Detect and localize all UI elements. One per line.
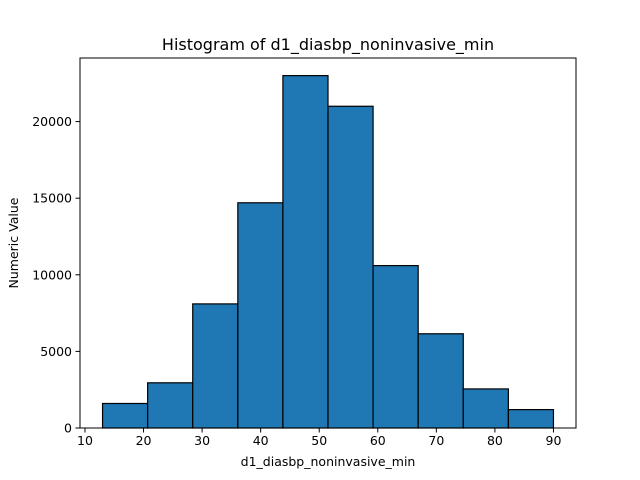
chart-title: Histogram of d1_diasbp_noninvasive_min: [162, 35, 494, 55]
bars-group: [101, 75, 555, 429]
x-axis-ticks: 10 20 30 40 50 60 70 80 90: [77, 428, 561, 448]
histogram-bar-9: [462, 388, 509, 429]
histogram-bar-2: [147, 382, 194, 429]
histogram-bar-8: [417, 333, 464, 429]
x-axis-label: d1_diasbp_noninvasive_min: [241, 454, 416, 469]
y-tick-label: 5000: [40, 344, 72, 359]
x-tick-label: 60: [370, 433, 386, 448]
histogram-bar-6: [327, 105, 374, 429]
y-axis-label: Numeric Value: [6, 197, 21, 288]
y-tick-label: 20000: [32, 114, 72, 129]
plot-frame: [79, 57, 577, 429]
histogram-bar-10: [507, 409, 555, 429]
x-tick-label: 90: [546, 433, 562, 448]
y-tick-label: 15000: [32, 191, 72, 206]
histogram-bar-3: [192, 303, 239, 429]
histogram-bar-7: [372, 264, 419, 429]
x-tick-label: 40: [253, 433, 269, 448]
x-tick-label: 80: [487, 433, 503, 448]
x-tick-label: 30: [194, 433, 210, 448]
x-tick-label: 50: [311, 433, 327, 448]
x-tick-label: 70: [428, 433, 444, 448]
y-tick-label: 10000: [32, 267, 72, 282]
histogram-bar-1: [101, 402, 149, 429]
y-axis-ticks: 0 5000 10000 15000 20000: [32, 114, 80, 436]
x-tick-label: 10: [77, 433, 93, 448]
histogram-bar-5: [282, 75, 329, 429]
x-tick-label: 20: [136, 433, 152, 448]
y-tick-label: 0: [64, 421, 72, 436]
histogram-bar-4: [237, 202, 284, 429]
